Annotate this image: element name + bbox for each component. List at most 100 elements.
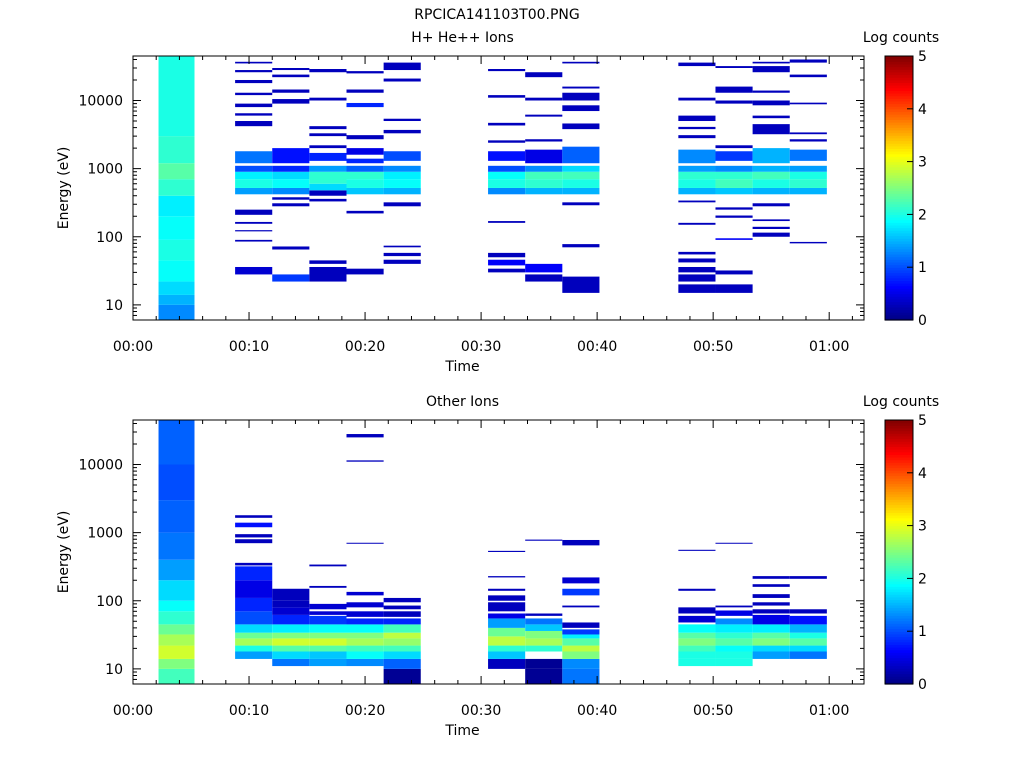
colorbar-swatch — [885, 575, 913, 579]
heatmap-cell — [715, 151, 753, 161]
colorbar-tick-label: 5 — [918, 49, 927, 65]
heatmap-cell — [272, 638, 310, 646]
heatmap-cell — [383, 151, 421, 161]
heatmap-cell — [715, 187, 753, 195]
colorbar-swatch — [885, 103, 913, 107]
heatmap-cell — [272, 99, 310, 104]
heatmap-cell — [752, 100, 790, 106]
colorbar-swatch — [885, 185, 913, 189]
colorbar-swatch — [885, 232, 913, 237]
x-tick-label: 01:00 — [809, 339, 849, 355]
colorbar-swatch — [885, 219, 913, 223]
heatmap-cell — [525, 97, 563, 101]
colorbar-swatch — [885, 665, 913, 669]
heatmap-cell — [346, 632, 384, 639]
heatmap-cell — [272, 658, 310, 667]
heatmap-cell — [309, 260, 347, 264]
heatmap-cell — [235, 92, 273, 96]
colorbar-swatch — [885, 562, 913, 566]
heatmap-cell — [752, 124, 790, 135]
heatmap-cell — [488, 576, 526, 578]
heatmap-cell — [346, 268, 384, 275]
colorbar-swatch — [885, 309, 913, 313]
heatmap-cell — [235, 515, 273, 518]
heatmap-cell — [789, 102, 827, 105]
y-tick-label: 1000 — [87, 526, 123, 542]
colorbar-swatch — [885, 620, 913, 624]
heatmap-cell — [715, 145, 753, 149]
y-tick-label: 100 — [96, 594, 123, 610]
heatmap-cell — [525, 114, 563, 117]
colorbar-swatch — [885, 493, 913, 498]
colorbar-swatch — [885, 538, 913, 543]
heatmap-cell — [272, 171, 310, 180]
heatmap-cell — [525, 638, 563, 646]
heatmap-cell — [158, 658, 195, 669]
colorbar-swatch — [885, 420, 913, 424]
heatmap-cell — [383, 179, 421, 188]
heatmap-cell — [715, 207, 753, 210]
heatmap-cell — [488, 618, 526, 628]
heatmap-cell — [678, 149, 716, 164]
colorbar-swatch — [885, 251, 913, 255]
colorbar-swatch — [885, 71, 913, 76]
heatmap-cell — [789, 187, 827, 195]
colorbar-swatch — [885, 641, 913, 645]
heatmap-cell — [309, 152, 347, 161]
y-axis-label: Energy (eV) — [56, 147, 72, 230]
heatmap-cell — [789, 139, 827, 142]
colorbar-swatch — [885, 462, 913, 466]
heatmap-cell — [488, 550, 526, 552]
colorbar-swatch — [885, 496, 913, 500]
y-axis-label: Energy (eV) — [56, 511, 72, 594]
x-tick-label: 00:10 — [229, 703, 269, 719]
colorbar-swatch — [885, 662, 913, 667]
heatmap-cell — [488, 171, 526, 180]
heatmap-cell — [235, 230, 273, 232]
heatmap-cell — [383, 668, 421, 684]
colorbar-swatch — [885, 515, 913, 519]
heatmap-cell — [752, 148, 790, 164]
colorbar-swatch — [885, 198, 913, 202]
colorbar-swatch — [885, 657, 913, 661]
colorbar-swatch — [885, 222, 913, 226]
colorbar-swatch — [885, 269, 913, 274]
heatmap-cell — [488, 187, 526, 195]
heatmap-cell — [488, 252, 526, 258]
colorbar-swatch — [885, 660, 913, 664]
heatmap-cell — [346, 187, 384, 195]
heatmap-cell — [235, 580, 273, 598]
colorbar-swatch — [885, 647, 913, 651]
heatmap-cell — [488, 151, 526, 161]
heatmap-cell — [383, 78, 421, 82]
heatmap-cell — [158, 532, 195, 560]
colorbar-swatch — [885, 644, 913, 648]
colorbar-swatch — [885, 565, 913, 569]
colorbar-swatch — [885, 90, 913, 94]
heatmap-cell — [235, 121, 273, 127]
colorbar-swatch — [885, 581, 913, 585]
heatmap-cell — [715, 605, 753, 608]
heatmap-cell — [752, 61, 790, 64]
heatmap-cell — [235, 539, 273, 544]
colorbar-label: Log counts — [863, 394, 939, 410]
heatmap-cell — [678, 651, 716, 659]
heatmap-cell — [272, 614, 310, 625]
heatmap-cell — [383, 645, 421, 652]
colorbar-swatch — [885, 449, 913, 453]
heatmap-cell — [158, 179, 195, 196]
heatmap-cell — [158, 611, 195, 625]
heatmap-cell — [346, 645, 384, 652]
heatmap-cell — [752, 594, 790, 598]
colorbar-swatch — [885, 132, 913, 136]
colorbar-swatch — [885, 85, 913, 89]
heatmap-cell — [562, 179, 600, 188]
heatmap-cell — [678, 632, 716, 639]
colorbar-swatch — [885, 211, 913, 215]
x-tick-label: 00:20 — [345, 339, 385, 355]
heatmap-cell — [158, 216, 195, 240]
colorbar-swatch — [885, 240, 913, 245]
heatmap-cell — [309, 651, 347, 659]
colorbar-swatch — [885, 618, 913, 622]
colorbar-swatch — [885, 451, 913, 455]
